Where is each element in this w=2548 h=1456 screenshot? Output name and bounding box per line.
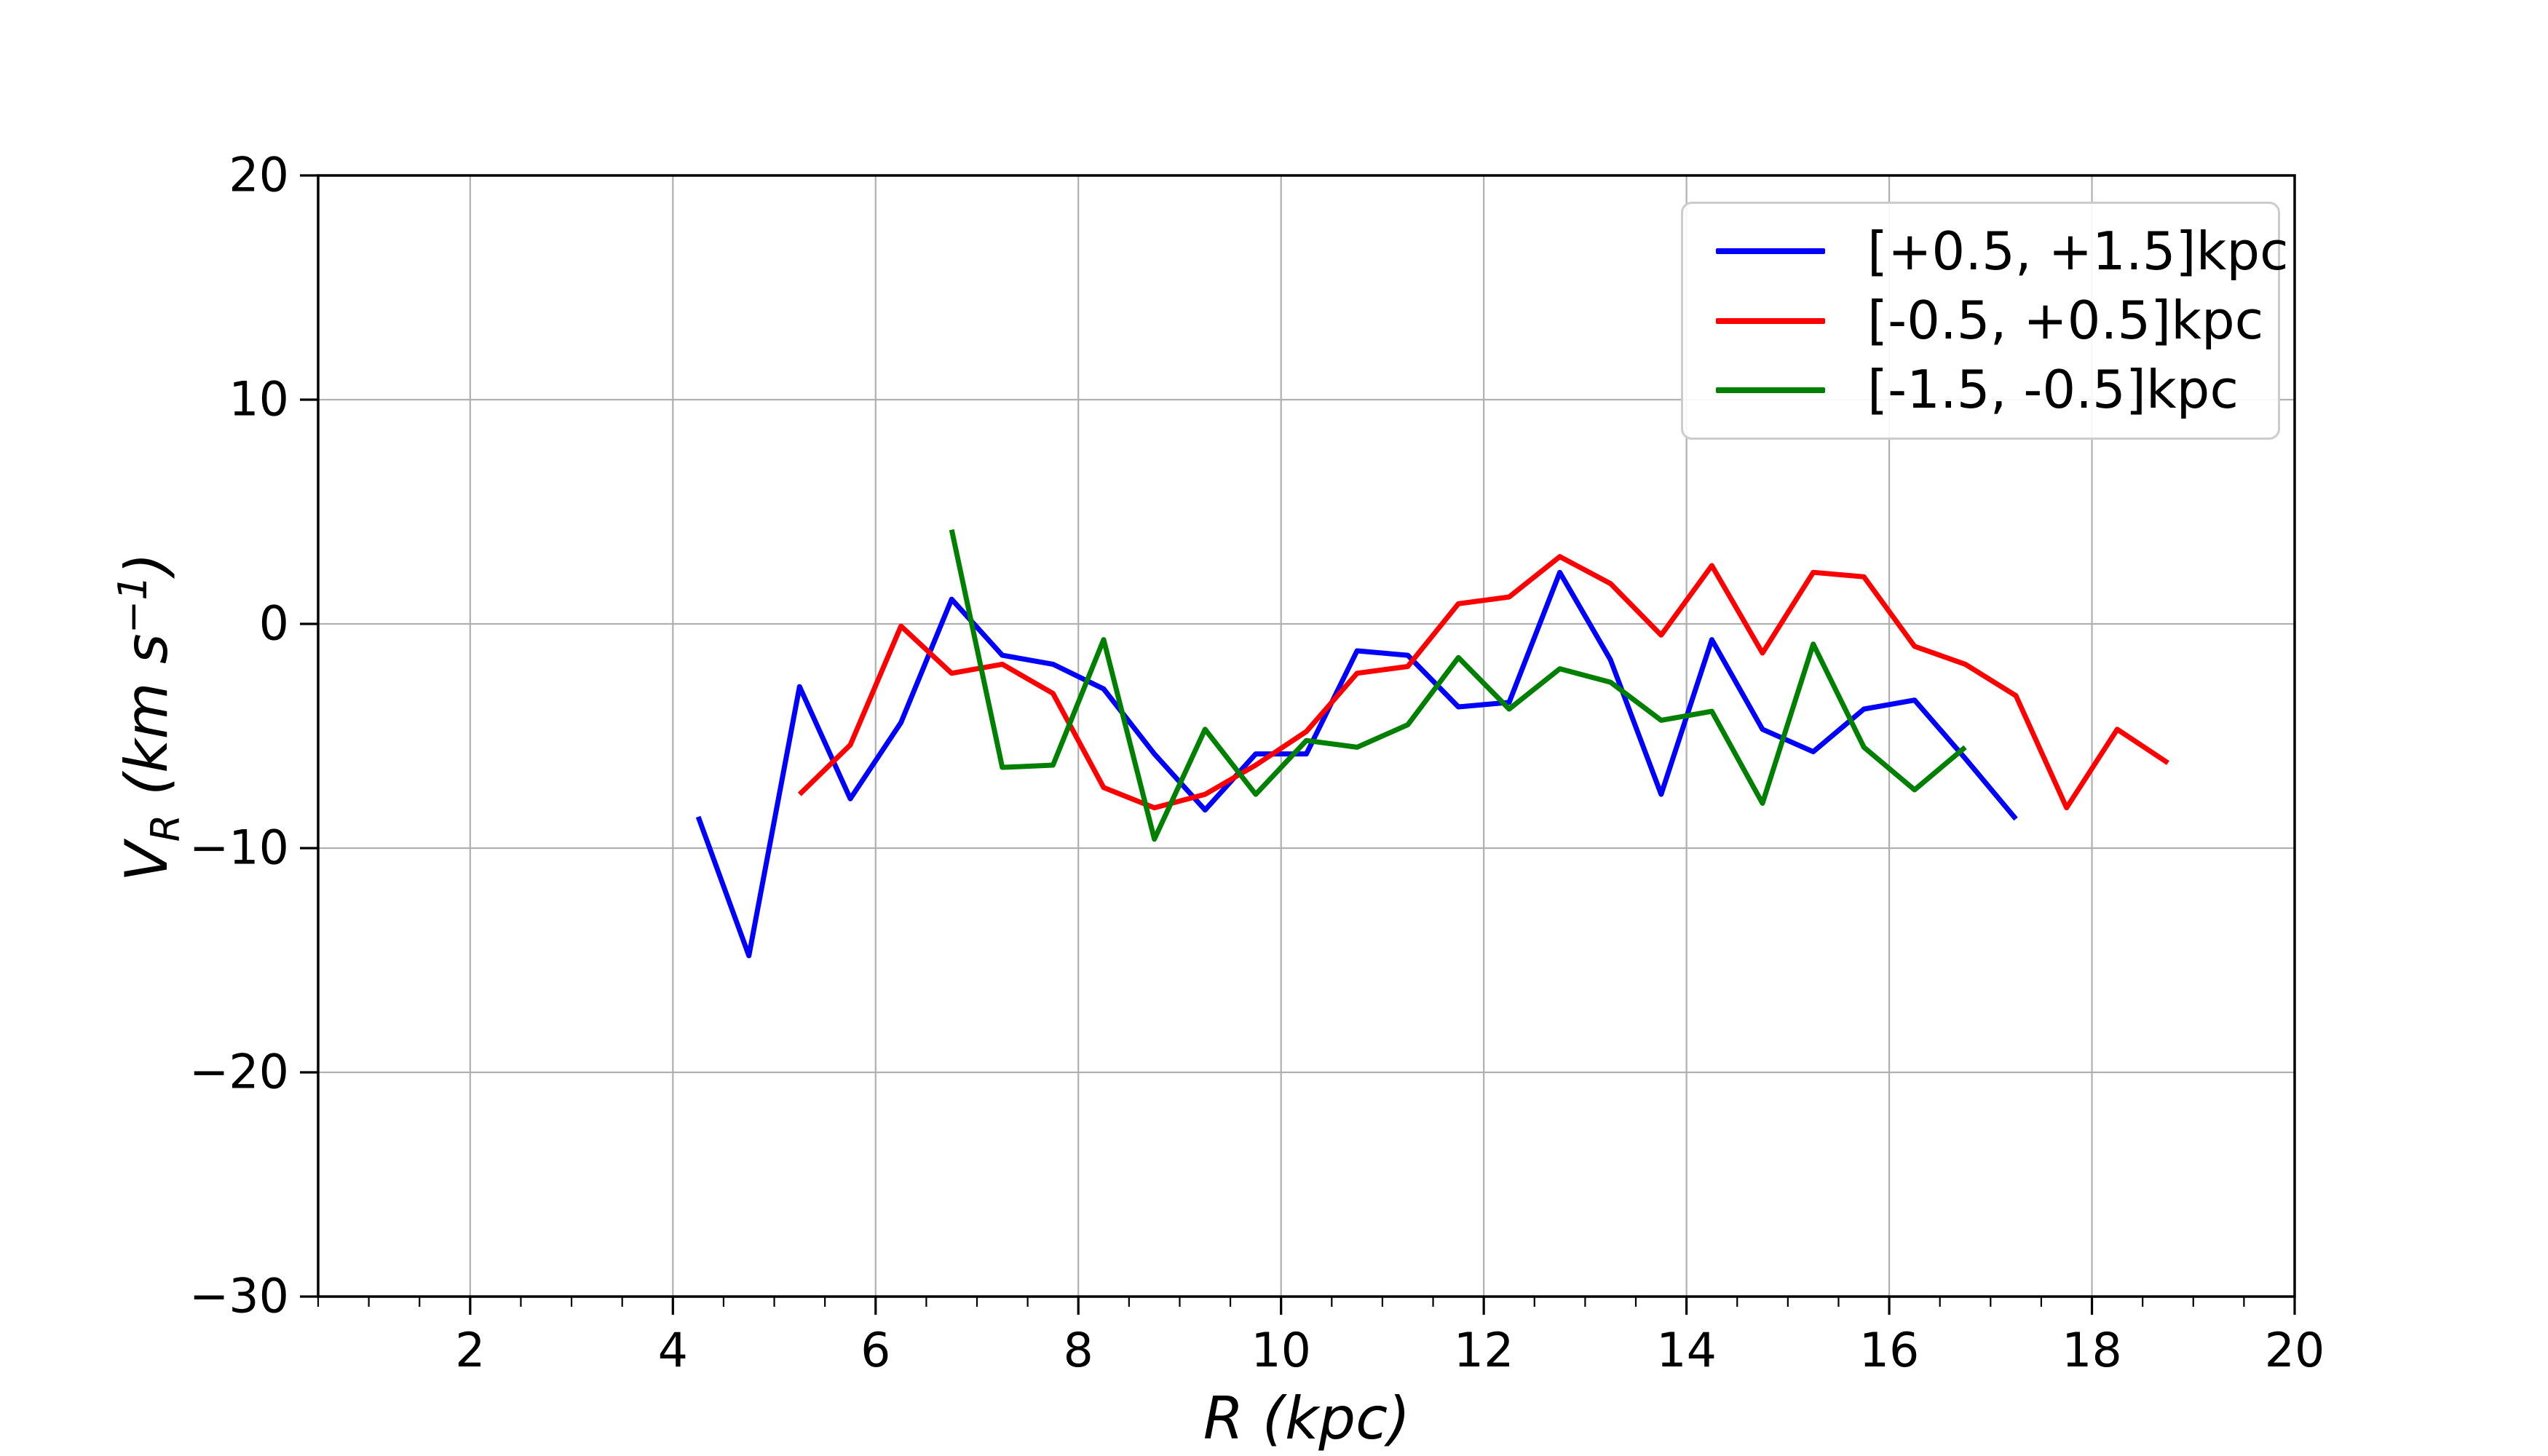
series-line-0 — [695, 569, 2018, 959]
series-line-1 — [797, 554, 2169, 811]
legend: [+0.5, +1.5]kpc [-0.5, +0.5]kpc [-1.5, -… — [1681, 202, 2289, 440]
y-tick-label: −10 — [189, 820, 289, 876]
legend-line-sample-green — [1716, 387, 1825, 393]
x-axis-label: R (kpc) — [1203, 1385, 1411, 1452]
series-line-2 — [949, 529, 1967, 842]
y-tick-label: 10 — [229, 372, 289, 427]
y-axis-label-unit-close: ) — [112, 552, 181, 576]
x-tick-label: 10 — [1251, 1324, 1312, 1378]
x-tick-label: 8 — [1063, 1324, 1093, 1378]
legend-item-red: [-0.5, +0.5]kpc — [1716, 289, 2264, 351]
x-tick-label: 4 — [657, 1324, 688, 1378]
legend-item-blue: [+0.5, +1.5]kpc — [1716, 222, 2289, 280]
y-tick-label: 0 — [258, 596, 289, 652]
legend-line-sample-blue — [1716, 248, 1825, 255]
x-tick-label: 12 — [1453, 1324, 1514, 1378]
x-tick-label: 18 — [2062, 1324, 2122, 1378]
legend-label-red: [-0.5, +0.5]kpc — [1867, 289, 2264, 351]
x-tick-label: 6 — [860, 1324, 891, 1378]
y-tick-label: −30 — [189, 1269, 289, 1324]
plot-box-spines — [317, 174, 2296, 1298]
y-tick-label: 20 — [229, 148, 289, 203]
legend-label-green: [-1.5, -0.5]kpc — [1867, 358, 2239, 420]
y-axis-label-unit: (km s — [112, 633, 181, 796]
x-tick-label: 16 — [1859, 1324, 1920, 1378]
legend-label-blue: [+0.5, +1.5]kpc — [1867, 220, 2289, 282]
y-tick-label: −20 — [189, 1045, 289, 1100]
x-tick-label: 20 — [2264, 1324, 2325, 1378]
legend-line-sample-red — [1716, 317, 1825, 324]
x-tick-label: 14 — [1656, 1324, 1717, 1378]
legend-item-green: [-1.5, -0.5]kpc — [1716, 358, 2263, 420]
x-tick-label: 2 — [455, 1324, 486, 1378]
